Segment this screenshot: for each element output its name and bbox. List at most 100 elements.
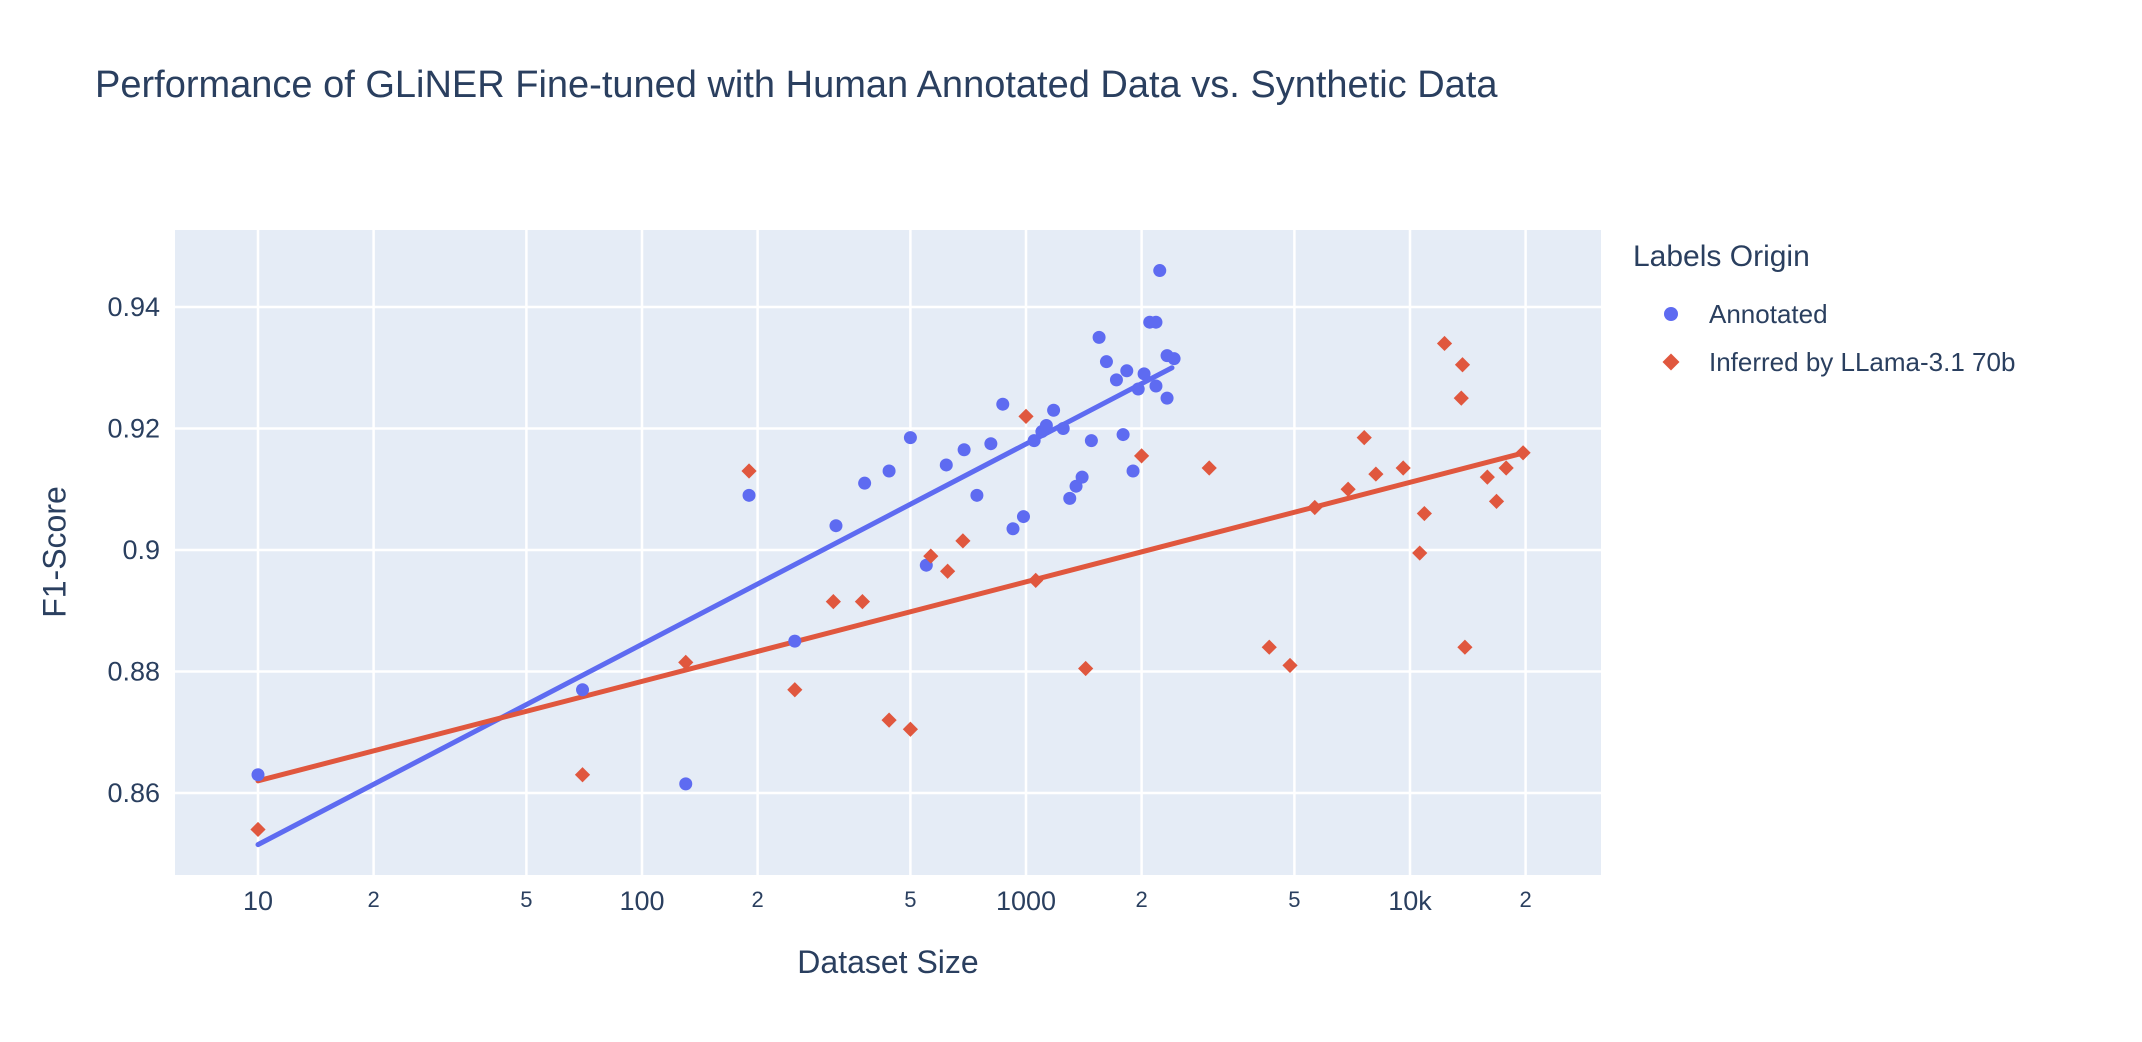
data-point-inferred [825, 594, 841, 610]
data-point-annotated [679, 777, 693, 791]
data-point-inferred [1488, 493, 1505, 509]
data-point-annotated [858, 476, 872, 490]
data-point-annotated [970, 488, 984, 502]
data-point-inferred [678, 654, 694, 670]
data-point-annotated [1160, 391, 1174, 405]
data-point-inferred [1282, 657, 1298, 674]
data-point-inferred [1356, 430, 1372, 446]
x-tick-label: 5 [1288, 887, 1300, 912]
x-tick-label: 5 [520, 887, 532, 912]
data-point-annotated [1137, 367, 1151, 381]
data-point-annotated [1109, 373, 1123, 387]
legend-item-label: Inferred by LLama-3.1 70b [1709, 346, 2016, 377]
x-axis-title: Dataset Size [797, 944, 979, 980]
data-point-inferred [1454, 357, 1471, 373]
data-point-annotated [1075, 470, 1089, 484]
data-point-inferred [1457, 639, 1473, 655]
data-point-inferred [1133, 448, 1150, 464]
x-tick-label: 2 [751, 887, 763, 912]
data-point-inferred [1453, 390, 1469, 406]
data-point-inferred [1515, 445, 1531, 461]
diamond-marker-icon [1662, 353, 1680, 371]
data-point-annotated [576, 683, 590, 697]
data-point-inferred [940, 563, 956, 579]
data-point-inferred [1018, 408, 1034, 424]
data-point-annotated [1099, 355, 1113, 369]
y-tick-label: 0.9 [122, 535, 160, 565]
data-point-annotated [1126, 464, 1140, 478]
data-point-annotated [1047, 403, 1061, 417]
data-point-inferred [1340, 481, 1356, 497]
data-point-annotated [1084, 434, 1098, 448]
data-point-inferred [902, 721, 919, 737]
data-point-annotated [788, 634, 802, 648]
y-axis-title: F1-Score [36, 486, 73, 618]
data-point-inferred [741, 463, 757, 479]
data-point-annotated [829, 519, 843, 533]
data-point-annotated [1116, 428, 1130, 442]
data-point-annotated [1149, 379, 1163, 393]
data-point-annotated [1149, 315, 1163, 329]
data-point-annotated [996, 397, 1010, 411]
data-point-inferred [1028, 572, 1044, 588]
data-point-inferred [881, 712, 897, 728]
x-tick-label: 2 [1135, 887, 1147, 912]
data-point-inferred [1479, 469, 1495, 485]
data-point-annotated [903, 431, 917, 445]
data-point-annotated [882, 464, 896, 478]
data-point-annotated [957, 443, 971, 457]
data-point-annotated [1027, 434, 1041, 448]
data-point-annotated [1153, 264, 1167, 278]
circle-marker-icon [1664, 307, 1678, 321]
y-tick-label: 0.94 [107, 292, 160, 322]
data-point-inferred [923, 548, 939, 564]
data-point-annotated [1006, 522, 1020, 536]
data-point-inferred [787, 682, 803, 698]
legend-marker-column [1633, 307, 1709, 321]
data-point-annotated [251, 768, 265, 782]
data-point-annotated [1039, 418, 1053, 432]
data-point-inferred [574, 767, 591, 783]
data-point-annotated [1063, 491, 1077, 505]
data-point-inferred [955, 533, 971, 549]
x-tick-label: 5 [904, 887, 916, 912]
data-point-annotated [984, 437, 998, 451]
x-tick-label: 100 [619, 886, 664, 916]
x-tick-label: 1000 [996, 886, 1056, 916]
legend-title: Labels Origin [1633, 240, 1810, 273]
x-tick-label: 10 [243, 886, 273, 916]
legend-item-label: Annotated [1709, 298, 1828, 329]
x-tick-label: 2 [1519, 887, 1531, 912]
data-point-inferred [1412, 545, 1428, 561]
plot-area[interactable] [175, 230, 1601, 875]
data-point-inferred [1368, 466, 1384, 482]
data-point-inferred [1436, 335, 1453, 352]
legend: Labels Origin Annotated Inferred by LLam… [1633, 240, 2015, 386]
data-point-annotated [1120, 364, 1134, 378]
data-point-inferred [1498, 460, 1514, 476]
y-tick-label: 0.88 [107, 657, 160, 687]
data-point-inferred [1307, 499, 1323, 516]
chart-title: Performance of GLiNER Fine-tuned with Hu… [95, 64, 1498, 106]
legend-item-inferred[interactable]: Inferred by LLama-3.1 70b [1633, 338, 2015, 386]
x-tick-label: 2 [367, 887, 379, 912]
y-tick-label: 0.86 [107, 778, 160, 808]
data-point-annotated [1092, 330, 1106, 344]
data-point-annotated [939, 458, 953, 472]
data-point-annotated [742, 488, 756, 502]
y-tick-label: 0.92 [107, 414, 160, 444]
data-point-annotated [1056, 422, 1070, 435]
data-point-inferred [1078, 660, 1094, 677]
legend-item-annotated[interactable]: Annotated [1633, 290, 2015, 338]
data-point-inferred [854, 594, 871, 610]
data-point-inferred [1261, 639, 1277, 655]
data-point-annotated [1069, 479, 1083, 493]
legend-marker-column [1633, 353, 1709, 371]
data-point-inferred [1395, 460, 1411, 476]
x-tick-label: 10k [1388, 886, 1432, 916]
data-point-inferred [1201, 460, 1217, 476]
data-point-annotated [1131, 382, 1145, 396]
data-point-annotated [1167, 352, 1181, 366]
